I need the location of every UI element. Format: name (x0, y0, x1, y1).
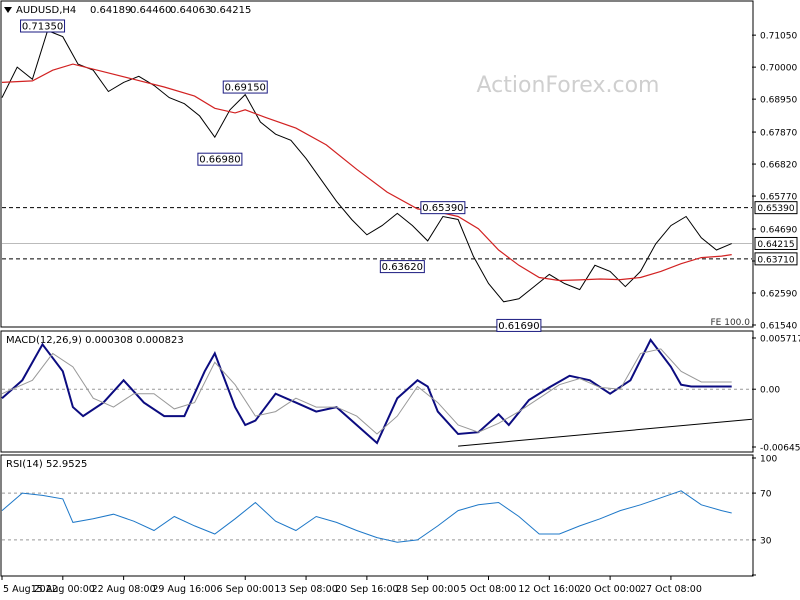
rsi-tick-label: 100 (760, 455, 777, 465)
price-tick-label: 0.68950 (760, 96, 797, 106)
swing-label: 0.61690 (498, 321, 539, 332)
x-tick-label: 22 Aug 08:00 (92, 584, 156, 595)
swing-label-box (496, 318, 542, 332)
signal-line (1, 348, 732, 435)
fe-label: FE 100.0 (711, 318, 751, 328)
rsi-series (1, 490, 732, 543)
macd-title: MACD(12,26,9) 0.000308 0.000823 (6, 335, 184, 346)
price-header-open: 0.64189 (90, 5, 131, 16)
price-series (1, 29, 732, 303)
macd-tick-label: 0.005717 (760, 335, 800, 345)
price-tags: 0.65390 0.64215 0.63710 (754, 201, 798, 266)
price-tick-label: 0.70000 (760, 64, 797, 74)
swing-label-box (420, 201, 466, 215)
rsi-tick-label: 30 (760, 536, 772, 546)
x-tick-label: 20 Oct 00:00 (579, 584, 641, 595)
price-tick-label: 0.64690 (760, 225, 797, 235)
macd-axis: 0.005717 0.00 -0.006451 (2, 335, 800, 454)
price-header-low: 0.64063 (170, 5, 211, 16)
rsi-axis: 100 70 30 (2, 455, 777, 576)
price-header-symbol: AUDUSD,H4 (16, 5, 76, 16)
macd-trendline (458, 418, 753, 447)
rsi-line (1, 490, 732, 543)
swing-label-box (197, 152, 243, 166)
x-tick-label: 28 Sep 00:00 (396, 584, 459, 595)
rsi-tick-label: 70 (760, 490, 772, 500)
swing-label: 0.66980 (199, 155, 240, 166)
macd-tick-label: -0.006451 (760, 444, 800, 454)
x-tick-label: 27 Oct 08:00 (640, 584, 702, 595)
price-levels (2, 207, 752, 260)
x-tick-label: 29 Aug 16:00 (152, 584, 216, 595)
x-tick-label: 5 Aug 2022 (3, 584, 58, 595)
price-tag-label: 0.65390 (757, 204, 794, 214)
rsi-panel: RSI(14) 52.9525 100 70 30 (1, 455, 777, 576)
price-tick-label: 0.65770 (760, 193, 797, 203)
swing-label-box (379, 260, 425, 274)
swing-label: 0.69150 (225, 83, 266, 94)
macd-tick-label: 0.00 (760, 386, 780, 396)
x-tick-label: 5 Oct 08:00 (461, 584, 517, 595)
price-header-high: 0.64460 (130, 5, 171, 16)
macd-panel-frame (0, 330, 754, 453)
price-tag-label: 0.64215 (757, 240, 794, 250)
swing-label-box (20, 19, 66, 33)
price-line (1, 29, 732, 303)
price-tick-label: 0.66820 (760, 161, 797, 171)
x-tick-label: 6 Sep 00:00 (217, 584, 274, 595)
price-tag-label: 0.63710 (757, 255, 794, 265)
price-tick-label: 0.71050 (760, 32, 797, 42)
price-tick-label: 0.62590 (760, 289, 797, 299)
macd-line (1, 338, 732, 445)
macd-series (1, 338, 753, 447)
swing-label: 0.65390 (422, 203, 463, 214)
price-tag-box (754, 201, 798, 215)
x-tick-label: 15 Aug 00:00 (31, 584, 95, 595)
swing-label-box (222, 80, 268, 94)
x-tick-label: 12 Oct 16:00 (518, 584, 580, 595)
macd-panel: MACD(12,26,9) 0.000308 0.000823 0.005717… (1, 335, 800, 454)
price-tick-label: 0.61540 (760, 322, 797, 332)
price-tag-box (754, 252, 798, 266)
swing-label: 0.71350 (22, 22, 63, 33)
rsi-panel-frame (0, 454, 754, 577)
swing-label: 0.63620 (382, 262, 423, 273)
swing-labels: 0.71350 0.69150 0.66980 0.65390 0.63620 0.616… (20, 19, 542, 332)
x-tick-label: 20 Sep 16:00 (335, 584, 398, 595)
x-tick-label: 13 Sep 08:00 (274, 584, 337, 595)
price-panel: AUDUSD,H4 0.64189 0.64460 0.64063 0.6421… (1, 5, 798, 332)
watermark: ActionForex.com (477, 73, 660, 98)
price-tick-label: 0.67870 (760, 129, 797, 139)
price-tag-box (754, 236, 798, 250)
collapse-triangle-icon[interactable] (4, 7, 12, 13)
rsi-title: RSI(14) 52.9525 (6, 459, 87, 470)
price-header-close: 0.64215 (210, 5, 251, 16)
moving-average-line (1, 63, 732, 282)
